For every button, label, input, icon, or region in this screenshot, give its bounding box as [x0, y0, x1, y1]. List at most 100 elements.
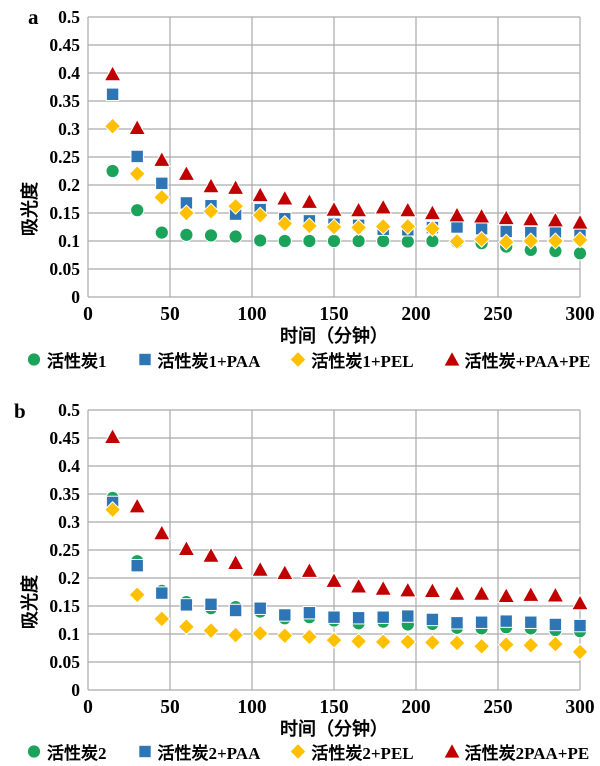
data-point-marker [152, 523, 171, 541]
data-point-marker [351, 611, 366, 625]
data-point-marker [399, 633, 417, 651]
data-point-marker [201, 176, 221, 194]
data-point-marker [177, 539, 196, 556]
data-point-marker [103, 427, 122, 444]
legend-marker-triangle-icon [443, 351, 460, 367]
data-point-marker [423, 203, 442, 221]
legend-item-circle: 活性炭2 [26, 739, 107, 764]
data-point-marker [546, 211, 565, 228]
series-circle [105, 163, 588, 261]
data-point-marker [472, 230, 491, 248]
y-tick-label: 0.4 [58, 63, 80, 83]
data-point-marker [450, 220, 464, 234]
data-point-marker [228, 603, 243, 618]
data-point-marker [376, 610, 390, 624]
data-point-marker [302, 606, 317, 620]
legend-item-diamond: 活性炭2+PEL [290, 739, 414, 764]
chart-b-plot: 0 0.05 0.1 0.15 0.2 0.25 0.3 0.35 0.4 0.45 0.5 0 50 1… [14, 399, 595, 739]
y-tick-label: 0 [71, 680, 80, 700]
legend-marker-circle-icon [26, 744, 42, 759]
series-triangle [103, 427, 590, 611]
data-point-marker [522, 636, 540, 654]
data-point-marker [522, 232, 540, 250]
data-point-marker [300, 628, 319, 646]
data-point-marker [324, 200, 344, 217]
y-axis-title: 吸光度 [19, 181, 40, 236]
data-point-marker [155, 176, 169, 191]
y-tick-label: 0.2 [58, 175, 80, 195]
series-triangle [103, 64, 590, 230]
data-point-marker [251, 185, 270, 203]
gridlines [87, 16, 581, 298]
data-point-marker [154, 225, 169, 240]
data-point-marker [253, 233, 268, 248]
data-point-marker [499, 614, 513, 628]
data-point-marker [128, 586, 146, 604]
x-axis-title: 时间（分钟） [280, 718, 388, 739]
data-point-marker [349, 218, 368, 237]
legend-item-square: 活性炭1+PAA [137, 347, 260, 372]
legend-marker-square-icon [137, 744, 152, 759]
data-point-marker [521, 585, 540, 602]
chart-a-plot: 0 0.05 0.1 0.15 0.2 0.25 0.3 0.35 0.4 0.45 0.5 0 50 1… [19, 5, 595, 346]
legend-label: 活性炭2+PAA [157, 743, 261, 763]
y-tick-label: 0.3 [58, 119, 80, 139]
legend-item-triangle: 活性炭2PAA+PE [443, 739, 590, 764]
data-point-marker [497, 208, 516, 226]
data-point-marker [400, 234, 415, 249]
data-point-marker [450, 616, 464, 630]
data-point-marker [130, 558, 144, 573]
panel-letter: a [28, 5, 39, 29]
data-point-marker [251, 624, 269, 643]
data-point-marker [325, 218, 343, 236]
data-point-marker [324, 571, 344, 588]
data-point-marker [153, 188, 171, 206]
data-point-marker [276, 627, 294, 645]
data-point-marker [570, 213, 590, 230]
y-tick-label: 0.05 [49, 259, 80, 279]
data-point-marker [179, 227, 194, 242]
data-point-marker [374, 217, 392, 236]
y-tick-label: 0.5 [58, 400, 80, 420]
y-tick-label: 0.35 [49, 91, 80, 111]
data-point-marker [546, 635, 565, 653]
legend-label: 活性炭2 [47, 743, 107, 763]
legend-label: 活性炭2PAA+PE [464, 743, 590, 763]
data-point-marker [275, 189, 294, 206]
data-point-marker [546, 586, 565, 603]
data-point-marker [251, 560, 270, 577]
y-tick-label: 0.2 [58, 568, 80, 588]
data-point-marker [326, 233, 342, 249]
data-point-marker [447, 206, 467, 223]
data-point-marker [472, 584, 491, 601]
x-tick-label: 0 [83, 304, 93, 325]
data-point-marker [226, 197, 245, 215]
legend-marker-circle-icon [26, 352, 42, 367]
data-point-marker [278, 608, 292, 622]
data-point-marker [177, 164, 196, 181]
x-tick-label: 200 [401, 304, 430, 325]
legend-label: 活性炭2+PEL [311, 743, 414, 763]
y-tick-label: 0.25 [49, 540, 80, 560]
data-point-marker [521, 209, 540, 227]
data-point-marker [155, 586, 169, 600]
data-point-marker [228, 229, 243, 244]
legend-item-triangle: 活性炭+PAA+PE [443, 347, 590, 372]
data-point-marker [253, 601, 267, 615]
data-point-marker [251, 206, 269, 224]
legend-item-circle: 活性炭1 [26, 347, 107, 372]
data-point-marker [226, 553, 245, 570]
legend-marker-square-icon [137, 352, 152, 367]
data-point-marker [374, 579, 393, 596]
data-point-marker [571, 231, 589, 249]
data-point-marker [399, 217, 417, 236]
data-point-marker [275, 563, 294, 581]
y-tick-label: 0.15 [49, 596, 80, 616]
y-tick-label: 0.3 [58, 512, 80, 532]
series-diamond [103, 501, 589, 661]
data-point-marker [128, 118, 147, 135]
y-tick-label: 0.35 [49, 484, 80, 504]
series-square [105, 87, 587, 241]
data-point-marker [351, 233, 366, 249]
data-point-marker [152, 150, 171, 167]
